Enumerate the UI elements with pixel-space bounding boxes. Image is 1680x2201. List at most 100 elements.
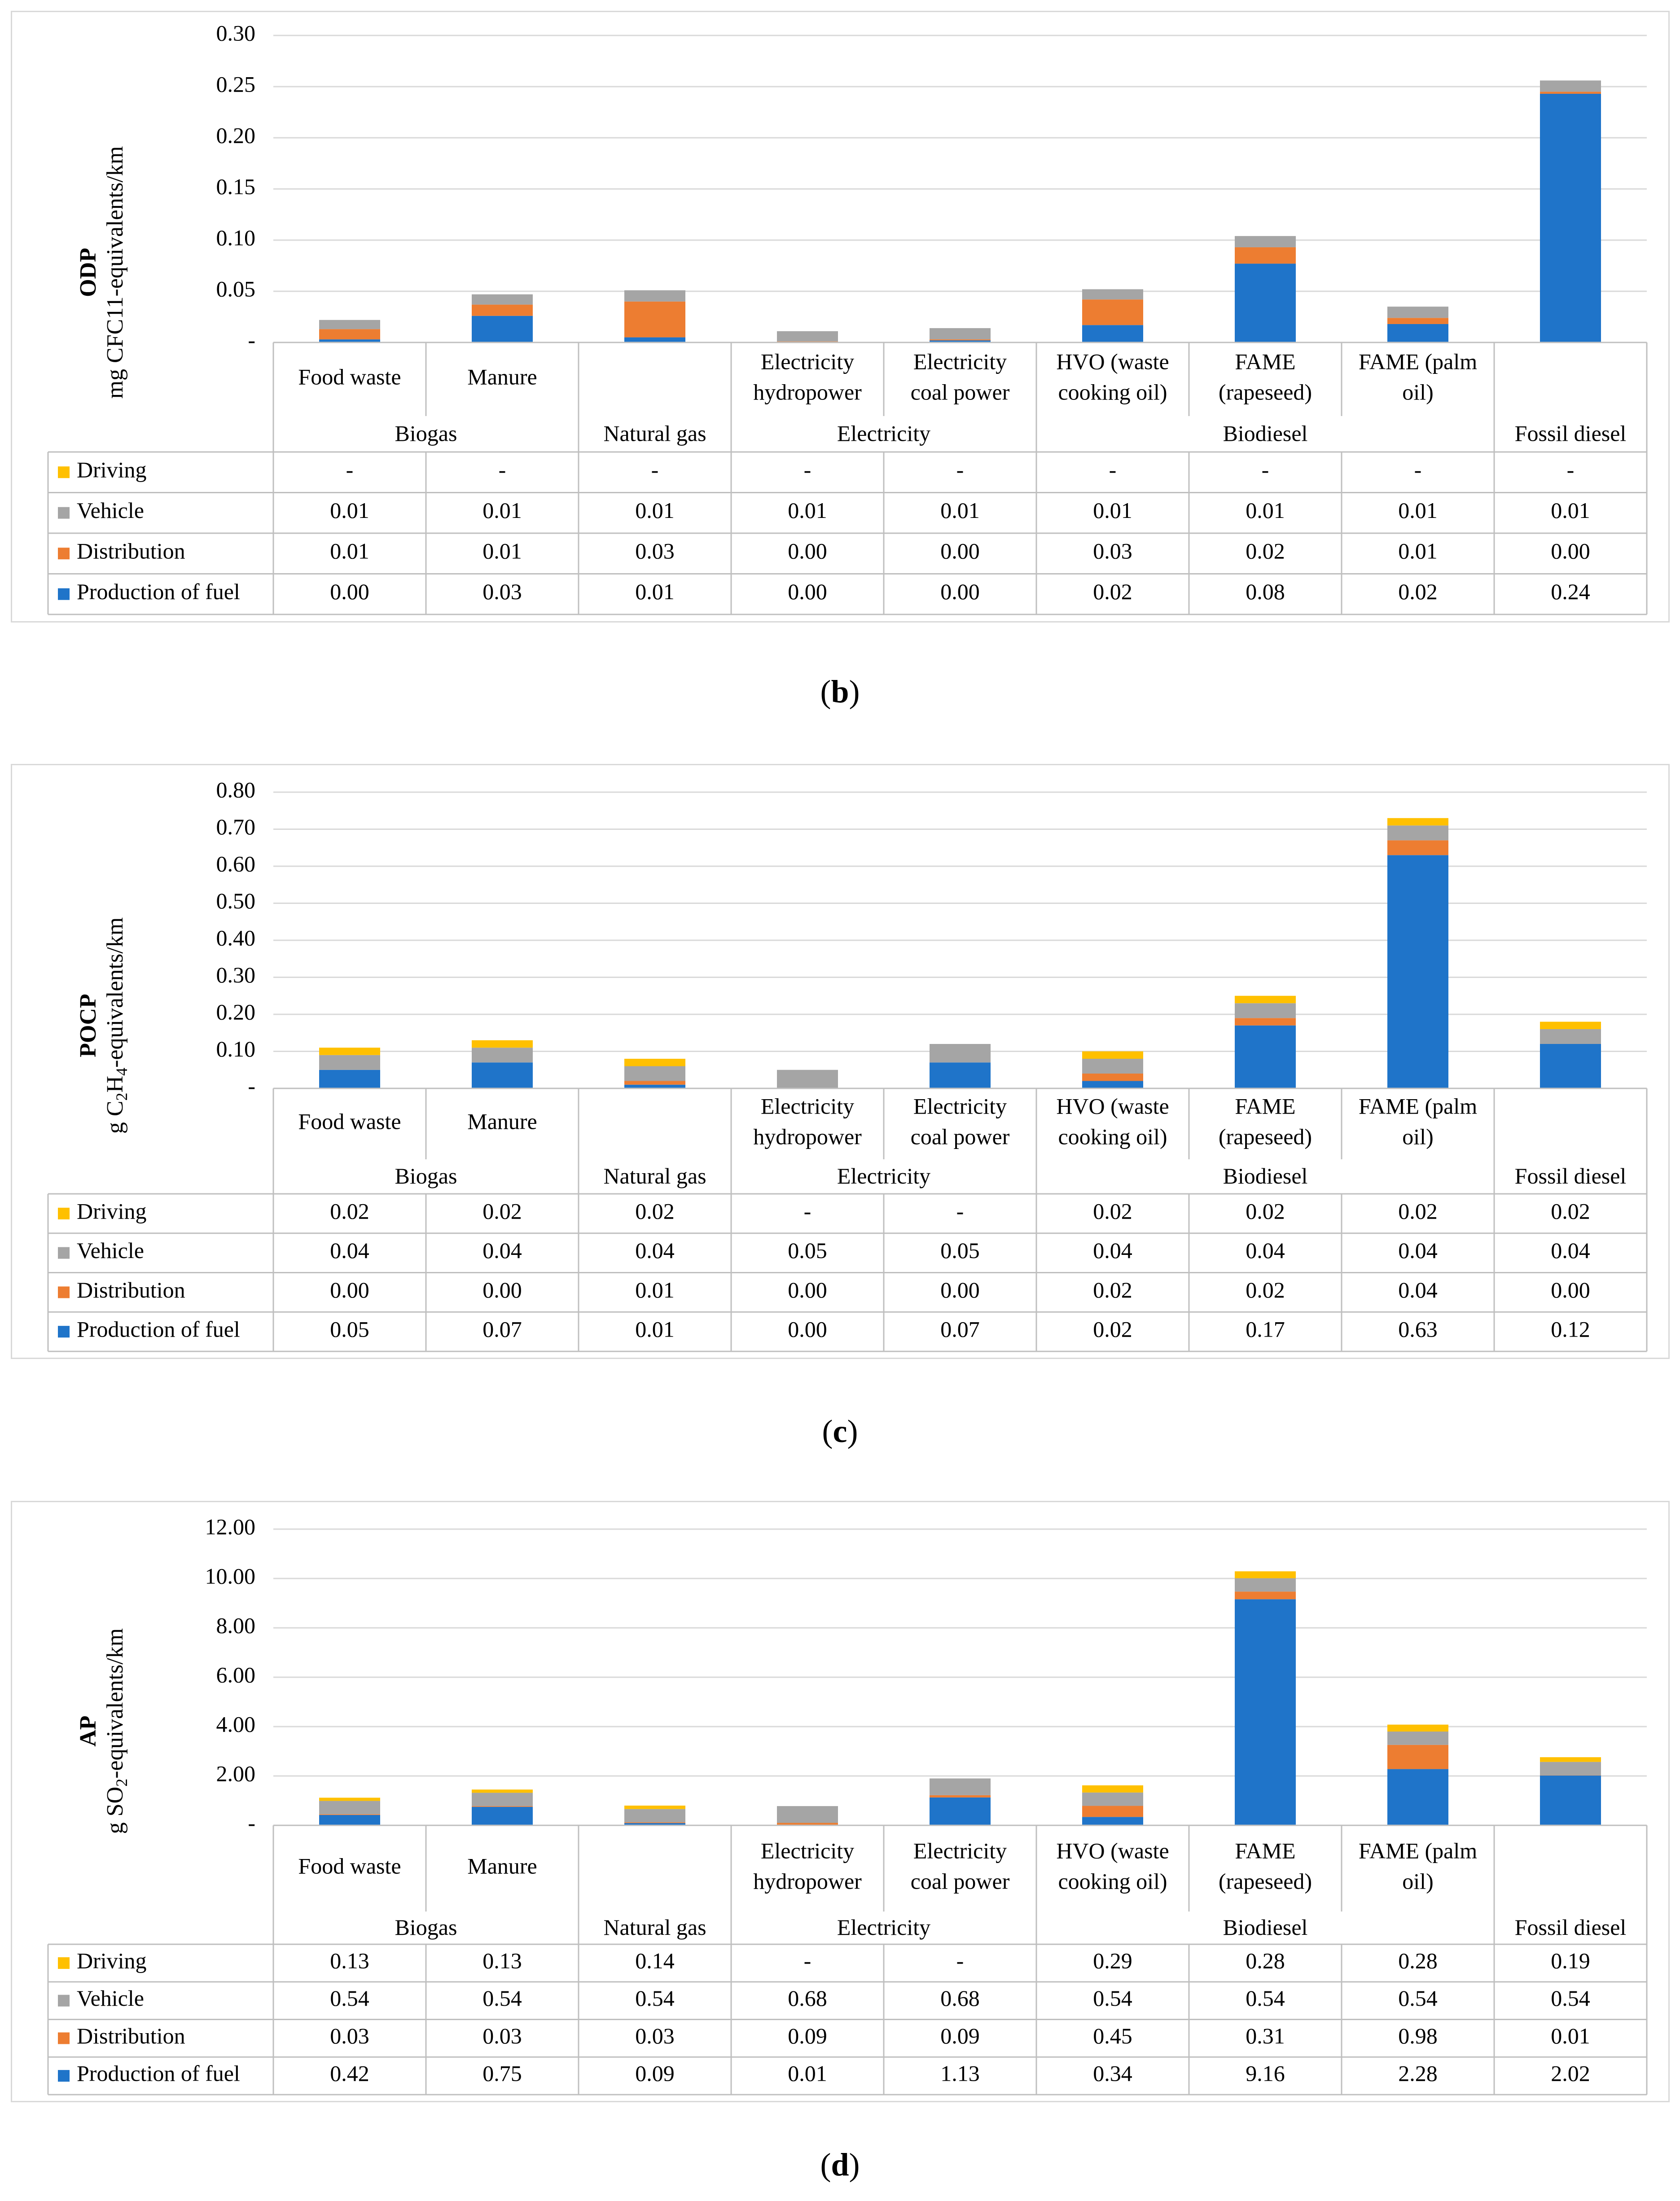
group-label: Biodiesel (1223, 1915, 1308, 1940)
data-label: 0.42 (330, 2061, 369, 2086)
bar-segment (472, 1048, 533, 1063)
data-label: 0.04 (635, 1238, 675, 1263)
group-label: Fossil diesel (1515, 1915, 1627, 1940)
data-label: - (346, 457, 354, 482)
category-label: Electricity (761, 1838, 854, 1863)
y-tick-label: 0.20 (216, 123, 256, 148)
bar-segment (1235, 263, 1296, 342)
y-tick-label: 0.60 (216, 851, 256, 876)
data-label: 0.03 (330, 2023, 369, 2048)
category-label: Electricity (761, 1093, 854, 1118)
bar-segment (319, 339, 380, 342)
y-tick-label: - (248, 1810, 255, 1835)
data-label: 0.45 (1093, 2023, 1132, 2048)
category-label: cooking oil) (1058, 1124, 1167, 1149)
category-label: cooking oil) (1058, 379, 1167, 404)
category-label: Electricity (913, 349, 1007, 374)
bar-segment (319, 1048, 380, 1055)
legend-label: Production of fuel (77, 2061, 240, 2086)
data-label: 0.04 (483, 1238, 522, 1263)
bar-segment (1540, 80, 1601, 92)
legend-label: Vehicle (77, 1238, 144, 1263)
group-label: Natural gas (603, 1163, 706, 1188)
bar-segment (319, 320, 380, 329)
data-label: - (804, 1948, 811, 1973)
legend-label: Production of fuel (77, 579, 240, 604)
category-label: FAME (1235, 349, 1295, 374)
data-label: 0.00 (940, 539, 980, 564)
odp-chart-svg: - 0.05 0.10 0.15 0.20 0.25 0.30 Food waste Manur… (47, 20, 1648, 615)
category-label: (rapeseed) (1219, 379, 1312, 404)
data-label: 0.02 (1398, 1198, 1438, 1223)
data-label: 0.68 (788, 1986, 827, 2011)
data-label: 0.02 (1093, 1198, 1132, 1223)
data-label: 0.01 (635, 579, 675, 604)
data-label: 0.01 (483, 539, 522, 564)
data-label: - (956, 457, 964, 482)
bar-segment (930, 1044, 991, 1063)
data-label: 0.05 (940, 1238, 980, 1263)
bar-segment (930, 1062, 991, 1088)
y-tick-label: 0.10 (216, 1036, 256, 1061)
data-label: 0.05 (788, 1238, 827, 1263)
legend-label: Vehicle (77, 498, 144, 523)
bar-segment (1540, 1022, 1601, 1029)
category-label: Food waste (298, 1109, 401, 1134)
legend-swatch (58, 507, 70, 519)
data-label: - (1567, 457, 1575, 482)
bar-segment (1235, 1003, 1296, 1018)
data-label: 0.09 (940, 2023, 980, 2048)
legend-label: Production of fuel (77, 1317, 240, 1342)
data-label: 0.09 (788, 2023, 827, 2048)
data-label: 0.07 (483, 1317, 522, 1342)
data-label: 1.13 (940, 2061, 980, 2086)
bar-segment (930, 328, 991, 340)
bar-segment (1387, 840, 1448, 855)
data-label: 0.00 (1551, 539, 1590, 564)
bar-segment (1387, 1732, 1448, 1745)
category-label: Electricity (913, 1093, 1007, 1118)
data-label: 0.03 (483, 579, 522, 604)
data-label: 0.02 (1246, 1198, 1285, 1223)
bar-segment (624, 1059, 685, 1066)
bar-segment (472, 1806, 533, 1825)
data-label: 2.02 (1551, 2061, 1590, 2086)
data-label: 0.04 (1398, 1238, 1438, 1263)
data-label: - (651, 457, 659, 482)
category-label: hydropower (753, 379, 862, 404)
data-label: 0.00 (330, 1277, 369, 1302)
bar-segment (1082, 289, 1143, 300)
bar-segment (319, 1055, 380, 1070)
y-tick-label: 2.00 (216, 1761, 256, 1786)
legend-swatch (58, 588, 70, 600)
bar-segment (1540, 1762, 1601, 1776)
data-label: 0.02 (1551, 1198, 1590, 1223)
category-label: (rapeseed) (1219, 1124, 1312, 1149)
group-label: Electricity (837, 1915, 930, 1940)
bar-segment (472, 1789, 533, 1793)
category-label: FAME (1235, 1093, 1295, 1118)
data-label: 0.01 (1551, 2023, 1590, 2048)
legend-label: Driving (77, 457, 147, 482)
group-label: Electricity (837, 421, 930, 446)
data-label: 0.02 (1398, 579, 1438, 604)
legend-swatch (58, 1286, 70, 1298)
bar-segment (624, 1809, 685, 1823)
bar-segment (319, 1814, 380, 1815)
legend-swatch (58, 1326, 70, 1338)
group-label: Natural gas (603, 421, 706, 446)
data-label: 0.54 (330, 1986, 369, 2011)
data-label: 0.04 (1398, 1277, 1438, 1302)
bar-segment (1387, 818, 1448, 826)
bar-segment (1235, 1018, 1296, 1026)
category-label: HVO (waste (1056, 1838, 1169, 1863)
chart-panel-pocp: POCP g C2H4-equivalents/km -0.10 0.20 0.30… (11, 764, 1670, 1359)
legend-label: Vehicle (77, 1986, 144, 2011)
category-label: oil) (1402, 379, 1433, 404)
category-label: oil) (1402, 1868, 1433, 1894)
category-label: coal power (911, 1124, 1010, 1149)
y-tick-label: 4.00 (216, 1711, 256, 1736)
group-label: Biogas (395, 421, 457, 446)
data-label: 0.02 (1246, 1277, 1285, 1302)
data-label: 0.00 (788, 1277, 827, 1302)
